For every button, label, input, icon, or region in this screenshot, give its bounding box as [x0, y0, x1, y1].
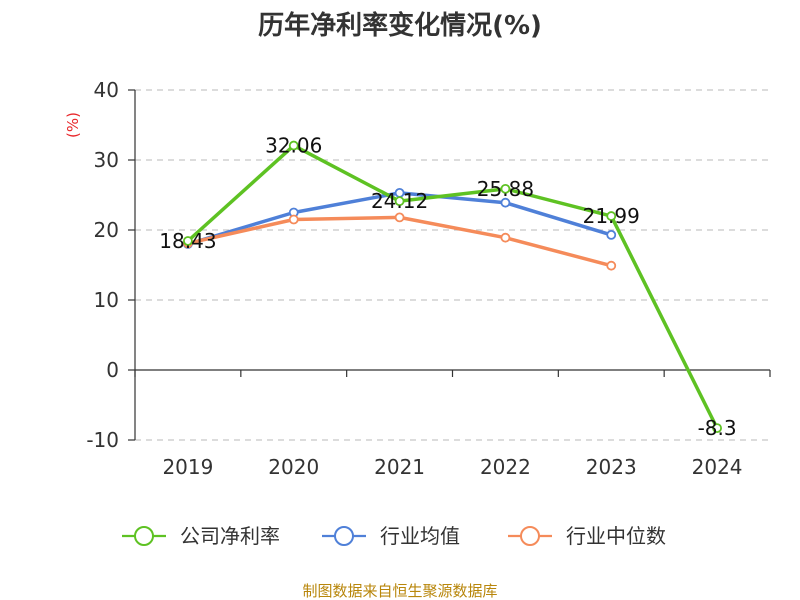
data-point-2: [500, 232, 511, 243]
legend-item-2[interactable]: 行业中位数: [508, 524, 666, 548]
data-labels: 18.43 32.06 24.12 25.88 21.99 -8.3: [159, 134, 736, 441]
data-point-1: [606, 229, 617, 240]
axes: [128, 89, 771, 441]
y-tick-label: 0: [106, 358, 119, 382]
data-label: 24.12: [371, 189, 428, 213]
legend-label: 行业中位数: [566, 524, 666, 548]
gridlines: [135, 89, 770, 441]
y-tick-label: 10: [94, 288, 119, 312]
data-label: 18.43: [159, 229, 216, 253]
data-point-2: [394, 212, 405, 223]
legend[interactable]: 公司净利率 行业均值 行业中位数: [122, 524, 666, 548]
data-point-2: [288, 214, 299, 225]
series-line-0: [186, 143, 719, 429]
data-point-0: [712, 423, 722, 434]
y-tick-labels: -10 0 10 20 30 40: [86, 78, 119, 452]
series-lines: [183, 140, 722, 434]
y-tick-label: 40: [94, 78, 119, 102]
data-point-0: [606, 211, 617, 221]
data-label: -8.3: [698, 416, 737, 440]
legend-label: 行业均值: [380, 524, 460, 548]
source-note: 制图数据来自恒生聚源数据库: [302, 582, 497, 600]
y-tick-label: 30: [94, 148, 119, 172]
legend-swatch-marker: [520, 526, 540, 546]
data-label: 25.88: [477, 177, 534, 201]
legend-swatch-marker: [334, 526, 354, 546]
chart-title: 历年净利率变化情况(%): [258, 10, 542, 41]
data-point-1: [500, 197, 511, 208]
x-tick-label: 2021: [374, 455, 425, 479]
legend-swatch-marker: [134, 526, 154, 546]
data-point-0: [183, 236, 193, 246]
y-tick-label: -10: [86, 428, 119, 452]
data-point-0: [500, 183, 511, 194]
data-point-0: [394, 196, 405, 207]
data-label: 32.06: [265, 134, 322, 158]
y-axis-unit: (%): [64, 112, 82, 138]
data-point-0: [288, 140, 299, 151]
legend-label: 公司净利率: [180, 524, 280, 548]
x-tick-label: 2023: [586, 455, 637, 479]
legend-item-0[interactable]: 公司净利率: [122, 524, 280, 548]
x-tick-label: 2020: [268, 455, 319, 479]
x-tick-label: 2022: [480, 455, 531, 479]
y-tick-label: 20: [94, 218, 119, 242]
x-tick-labels: 2019 2020 2021 2022 2023 2024: [162, 455, 742, 479]
x-tick-label: 2019: [162, 455, 213, 479]
x-tick-label: 2024: [692, 455, 743, 479]
legend-item-1[interactable]: 行业均值: [322, 524, 460, 548]
data-point-2: [606, 260, 617, 271]
data-label: 21.99: [583, 204, 640, 228]
